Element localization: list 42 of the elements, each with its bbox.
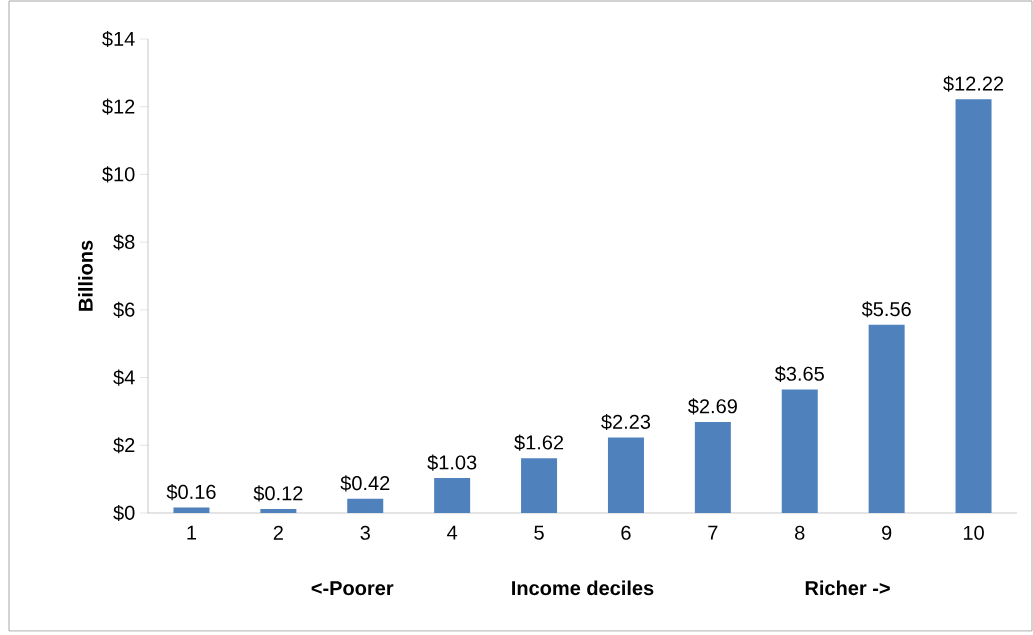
data-label: $3.65 — [774, 365, 824, 383]
bar — [347, 498, 384, 513]
data-label: $5.56 — [861, 301, 911, 318]
bar — [173, 507, 210, 513]
y-tick-label: $0 — [113, 504, 135, 522]
y-tick-label: $4 — [113, 369, 135, 386]
x-tick-label: 4 — [447, 525, 458, 540]
y-tick-label: $8 — [113, 234, 135, 251]
bar — [434, 478, 471, 513]
data-label: $0.16 — [166, 484, 216, 501]
text: <-Poorer — [311, 581, 394, 596]
x-tick-label: 3 — [360, 525, 370, 540]
x-tick-label: 8 — [795, 525, 805, 540]
bar — [694, 421, 731, 513]
y-tick-label: $12 — [102, 98, 135, 115]
text: Richer -> — [805, 580, 890, 596]
x-tick-label: 10 — [963, 525, 984, 540]
x-tick-label: 7 — [708, 525, 718, 540]
bar — [955, 99, 992, 513]
x-tick-label: 9 — [882, 525, 892, 540]
y-axis-title: Billions — [78, 240, 93, 311]
data-label: $12.22 — [943, 75, 1004, 92]
data-label: $1.03 — [427, 454, 477, 471]
y-tick-label: $2 — [113, 437, 135, 454]
x-tick-label: 2 — [273, 525, 283, 540]
data-label: $2.23 — [601, 413, 651, 431]
bar — [868, 324, 905, 513]
x-tick-label: 5 — [534, 525, 544, 540]
data-label: $1.62 — [514, 434, 564, 451]
bar — [260, 508, 297, 513]
y-tick-label: $10 — [102, 166, 135, 183]
x-tick-label: 1 — [187, 525, 197, 540]
data-label: $2.69 — [688, 398, 737, 415]
data-label: $0.12 — [253, 485, 303, 502]
bar — [781, 389, 818, 513]
x-tick-label: 6 — [621, 525, 631, 540]
bar — [607, 437, 644, 513]
y-tick-label: $14 — [102, 30, 135, 48]
data-label: $0.42 — [340, 475, 390, 492]
bar — [521, 458, 558, 513]
x-axis-title: Income deciles — [512, 580, 654, 596]
y-tick-label: $6 — [113, 301, 135, 318]
